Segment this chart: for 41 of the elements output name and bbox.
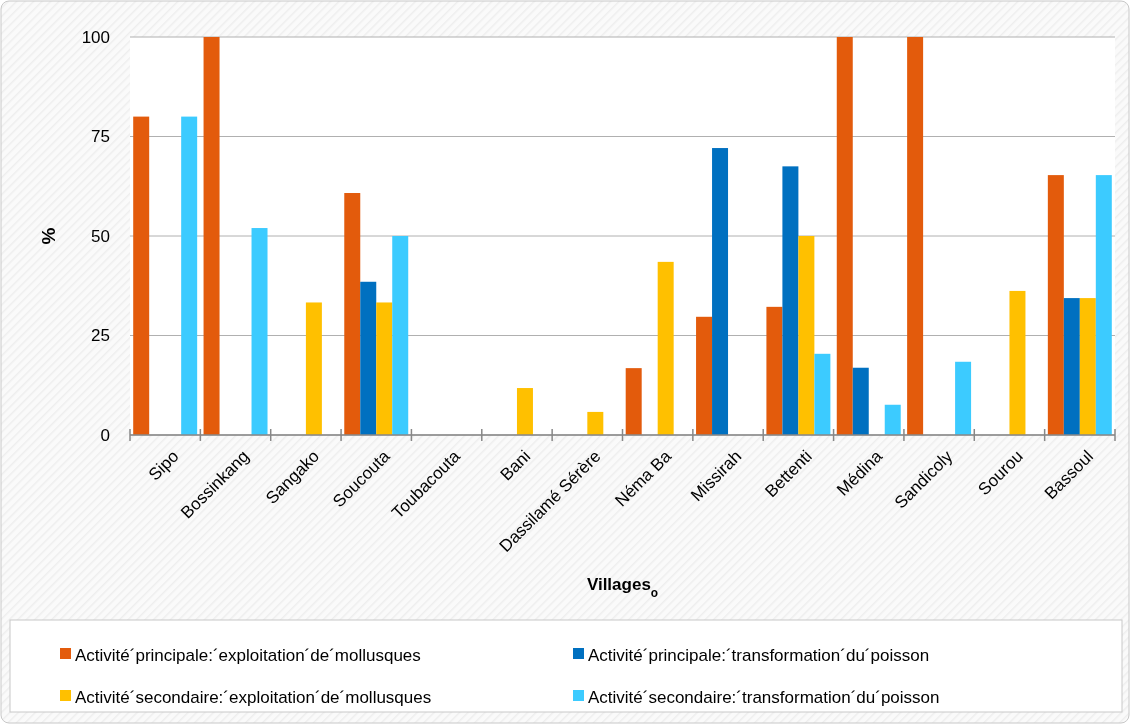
bar: [1047, 175, 1064, 435]
bar: [657, 261, 674, 435]
bar: [884, 404, 901, 435]
bar: [344, 193, 361, 435]
bar: [782, 166, 799, 435]
bar: [305, 302, 322, 435]
bar: [1009, 290, 1026, 435]
y-tick-label: 25: [91, 326, 110, 346]
bar: [625, 368, 642, 435]
bar: [1063, 298, 1080, 435]
bar: [955, 361, 972, 435]
legend-label: Activité´secondaire:´exploitation´de´mollusques: [75, 687, 432, 707]
legend-label: Activité´principale:´exploitation´de´mollusques: [75, 645, 421, 665]
bar: [516, 388, 533, 435]
bar: [696, 316, 713, 435]
bar: [852, 367, 869, 435]
x-tick-label: Sipo: [144, 446, 183, 485]
y-tick-label: 75: [91, 127, 110, 147]
bar: [814, 353, 831, 435]
y-tick-label: 0: [100, 425, 110, 445]
bar: [712, 148, 729, 435]
y-axis-title: %: [38, 227, 59, 245]
bar: [798, 236, 815, 435]
y-tick-label: 50: [91, 226, 110, 246]
bar: [181, 116, 198, 435]
legend-label: Activité´secondaire:´transformation´du´poisson: [588, 687, 940, 707]
x-axis-title: Villages$_{o}$: [586, 575, 659, 600]
bar: [907, 37, 924, 435]
legend-label: Activité´principale:´transformation´du´poisson: [588, 645, 930, 665]
bar: [251, 228, 268, 435]
bar: [766, 306, 783, 435]
y-tick-label: 100: [81, 27, 110, 47]
bar: [587, 411, 604, 435]
bar: [1095, 175, 1112, 435]
bar: [133, 116, 150, 435]
bar: [392, 236, 409, 435]
bar: [360, 281, 377, 435]
bar: [1079, 298, 1096, 435]
bar: [203, 37, 220, 435]
bar: [376, 302, 393, 435]
bar: [836, 37, 853, 435]
